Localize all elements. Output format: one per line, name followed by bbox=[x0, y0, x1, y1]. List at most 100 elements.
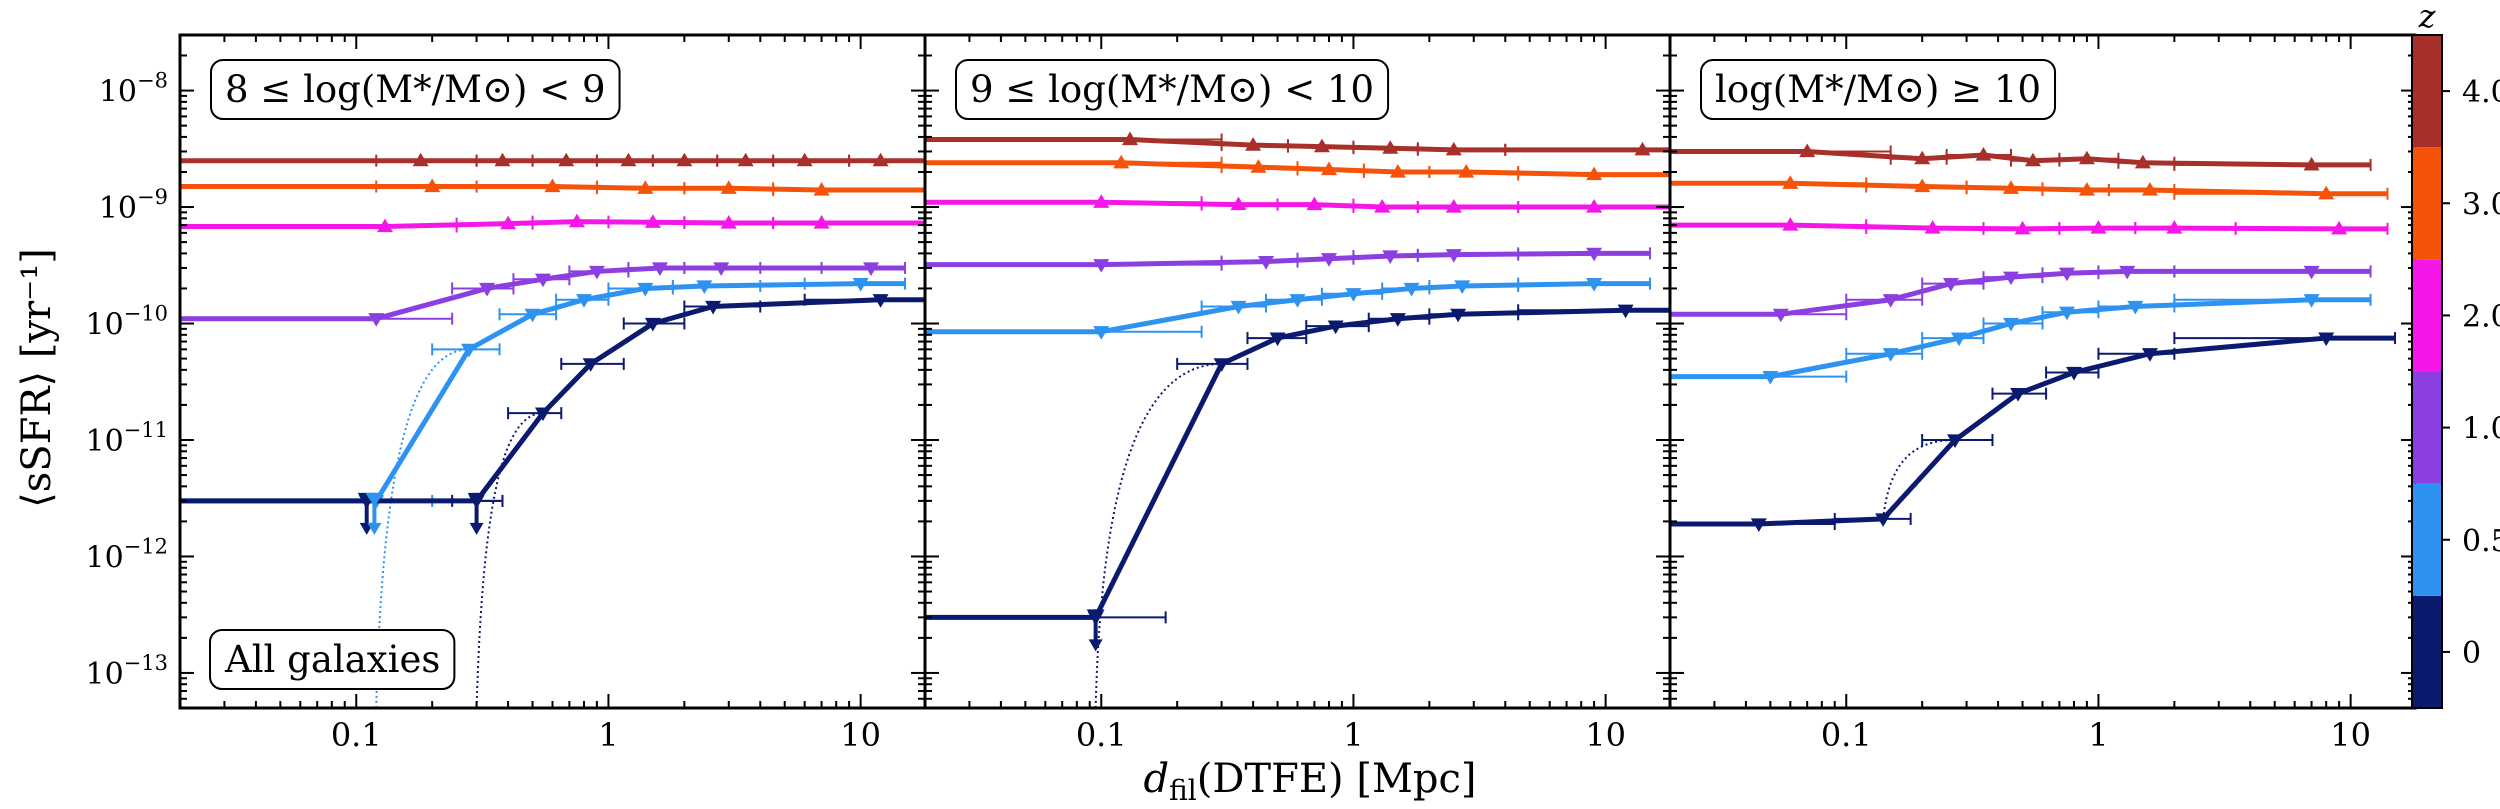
data-point bbox=[1942, 278, 1959, 292]
data-point bbox=[852, 278, 869, 292]
data-point bbox=[2090, 220, 2107, 234]
data-point bbox=[2318, 185, 2335, 200]
x-tick-label: 10 bbox=[2330, 716, 2371, 754]
data-point bbox=[2166, 220, 2183, 234]
annotation-box bbox=[209, 629, 456, 690]
data-point bbox=[705, 300, 722, 315]
data-point bbox=[1257, 256, 1274, 270]
y-tick-mantissa: 10 bbox=[85, 424, 123, 459]
data-point bbox=[1389, 163, 1406, 178]
data-point bbox=[1289, 294, 1306, 308]
x-tick-label: 1 bbox=[1343, 716, 1363, 754]
data-point bbox=[2127, 300, 2144, 315]
data-point bbox=[1875, 513, 1892, 527]
data-point bbox=[1269, 332, 1286, 347]
panel-label-3: log(M*/M⊙) ≥ 10 bbox=[1700, 59, 2057, 120]
upper-limit-marker bbox=[365, 492, 384, 507]
colorbar-bin bbox=[2412, 259, 2442, 372]
upper-limit-marker bbox=[467, 492, 486, 507]
colorbar-tick-label: 0 bbox=[2462, 636, 2481, 671]
data-point bbox=[1617, 304, 1634, 319]
data-point bbox=[576, 294, 593, 308]
x-tick-label: 0.1 bbox=[1076, 716, 1127, 754]
x-tick-label: 10 bbox=[1585, 716, 1626, 754]
series-z-3_0 bbox=[925, 154, 1670, 181]
panel-label-box bbox=[210, 59, 621, 120]
data-point bbox=[872, 294, 889, 308]
panel-frame bbox=[1668, 33, 2417, 710]
plot-area bbox=[180, 152, 925, 708]
series-z-1_0 bbox=[1670, 265, 2372, 323]
data-point bbox=[500, 215, 517, 230]
y-tick-mantissa: 10 bbox=[99, 191, 137, 226]
series-z-2_0 bbox=[180, 213, 925, 233]
data-point bbox=[1975, 146, 1992, 161]
data-point bbox=[494, 152, 511, 167]
data-point bbox=[1882, 294, 1899, 308]
data-point bbox=[813, 182, 830, 196]
colorbar-tick-label: 1.0 bbox=[2462, 412, 2500, 447]
data-point bbox=[2002, 271, 2019, 286]
data-point bbox=[588, 265, 605, 280]
colorbar-bin bbox=[2412, 371, 2442, 484]
data-point bbox=[1454, 280, 1471, 294]
data-point bbox=[544, 178, 561, 193]
data-point bbox=[1382, 250, 1399, 264]
data-point bbox=[1586, 247, 1603, 262]
data-point bbox=[1230, 300, 1247, 315]
series-z-0_5 bbox=[180, 277, 907, 509]
data-point bbox=[676, 152, 693, 167]
panel-label-text: log(M*/M⊙) ≥ 10 bbox=[1715, 68, 2041, 111]
data-point bbox=[1445, 249, 1462, 263]
y-tick-exponent: −10 bbox=[124, 302, 168, 326]
x-axis-label: dfil(DTFE) [Mpc] bbox=[1143, 756, 1476, 807]
data-point bbox=[534, 273, 551, 288]
data-point bbox=[1093, 194, 1110, 208]
x-axis-label-main: d bbox=[1143, 756, 1169, 802]
upper-limit-head bbox=[469, 522, 484, 535]
trend-curve bbox=[1882, 438, 1956, 520]
data-point bbox=[1914, 150, 1931, 165]
data-point bbox=[2303, 265, 2320, 280]
series-z-1_0 bbox=[925, 247, 1652, 273]
colorbar-bin bbox=[2412, 595, 2442, 708]
data-point bbox=[2141, 348, 2158, 362]
data-point bbox=[1345, 288, 1362, 302]
data-point bbox=[2058, 306, 2075, 321]
series-line bbox=[925, 250, 1651, 268]
series-line bbox=[925, 307, 1670, 620]
axes-text: ⟨sSFR⟩ [yr⁻¹] dfil(DTFE) [Mpc] bbox=[14, 248, 1477, 807]
trend-curve bbox=[375, 348, 470, 708]
data-point bbox=[1782, 175, 1799, 189]
data-point bbox=[1772, 308, 1789, 323]
data-point bbox=[1374, 199, 1391, 213]
series-line bbox=[1670, 335, 2396, 527]
panel-frame bbox=[178, 33, 927, 710]
colorbar-tick-label: 4.0 bbox=[2462, 75, 2500, 110]
data-point bbox=[637, 282, 654, 297]
data-point bbox=[872, 152, 889, 167]
series-line bbox=[925, 281, 1651, 335]
y-tick-exponent: −8 bbox=[137, 69, 168, 93]
data-point bbox=[534, 407, 551, 422]
data-point bbox=[2014, 220, 2031, 235]
data-point bbox=[1914, 178, 1931, 193]
data-point bbox=[1113, 154, 1130, 169]
data-point bbox=[2119, 265, 2136, 280]
data-point bbox=[713, 262, 730, 276]
y-tick-mantissa: 10 bbox=[85, 657, 123, 692]
data-point bbox=[582, 358, 599, 372]
data-point bbox=[2078, 150, 2095, 165]
y-tick-exponent: −11 bbox=[124, 418, 168, 442]
data-point bbox=[644, 317, 661, 332]
data-point bbox=[696, 280, 713, 294]
panel-3: 0.1 1 10 bbox=[1668, 33, 2417, 754]
y-tick-label: 10−8 bbox=[99, 69, 168, 110]
data-point bbox=[2303, 294, 2320, 308]
y-tick-mantissa: 10 bbox=[85, 540, 123, 575]
x-tick-label: 0.1 bbox=[331, 716, 382, 754]
x-tick-label: 0.1 bbox=[1821, 716, 1872, 754]
data-point bbox=[2078, 182, 2095, 196]
data-point bbox=[1321, 161, 1338, 176]
panel-label-box bbox=[1700, 59, 2057, 120]
